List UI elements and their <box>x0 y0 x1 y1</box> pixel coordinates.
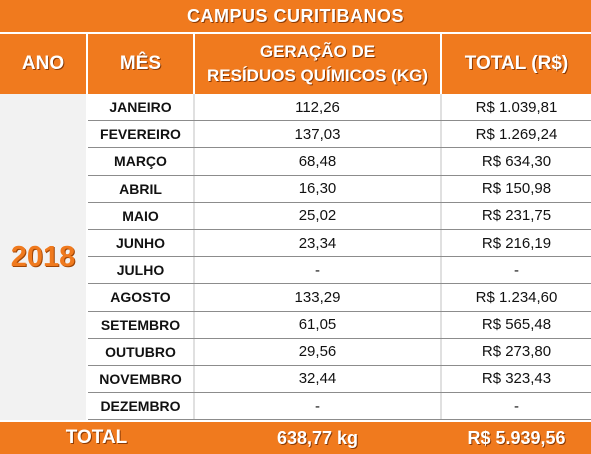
month-cell: DEZEMBRO <box>88 393 195 420</box>
table-row: ABRIL 16,30 R$ 150,98 <box>88 175 591 203</box>
header-geracao-line2: RESÍDUOS QUÍMICOS (KG) <box>206 66 428 85</box>
month-cell: AGOSTO <box>88 284 195 311</box>
month-cell: SETEMBRO <box>88 311 195 338</box>
table-title: CAMPUS CURITIBANOS <box>0 0 591 34</box>
table-row: JULHO - - <box>88 257 591 285</box>
valor-cell: R$ 323,43 <box>481 370 552 388</box>
month-cell: NOVEMBRO <box>88 365 195 393</box>
kg-cell: - <box>195 393 442 420</box>
valor-cell: R$ 565,48 <box>481 316 552 334</box>
valor-cell: R$ 216,19 <box>481 234 552 252</box>
kg-cell: 133,29 <box>195 284 442 311</box>
table-row: MARÇO 68,48 R$ 634,30 <box>88 148 591 176</box>
month-cell: JANEIRO <box>88 94 195 121</box>
year-cell: 2018 <box>0 94 86 420</box>
header-mes: MÊS <box>119 53 162 74</box>
month-cell: ABRIL <box>88 175 195 202</box>
kg-cell: 32,44 <box>195 365 442 393</box>
table-row: FEVEREIRO 137,03 R$ 1.269,24 <box>88 121 591 149</box>
kg-cell: 68,48 <box>195 148 442 175</box>
month-cell: OUTUBRO <box>88 338 195 366</box>
month-cell: JUNHO <box>88 229 195 257</box>
kg-cell: 25,02 <box>195 202 442 230</box>
month-cell: FEVEREIRO <box>88 121 195 148</box>
table-row: JANEIRO 112,26 R$ 1.039,81 <box>88 94 591 122</box>
header-ano: ANO <box>21 53 65 74</box>
total-kg: 638,77 kg <box>276 427 359 448</box>
valor-cell: R$ 1.039,81 <box>475 98 558 116</box>
kg-cell: 137,03 <box>195 121 442 148</box>
valor-cell: R$ 231,75 <box>481 207 552 225</box>
valor-cell: R$ 634,30 <box>481 152 552 170</box>
total-valor: R$ 5.939,56 <box>467 427 566 448</box>
valor-cell: R$ 1.269,24 <box>475 125 558 143</box>
table-row: NOVEMBRO 32,44 R$ 323,43 <box>88 365 591 394</box>
total-label: TOTAL <box>65 427 128 448</box>
month-cell: MARÇO <box>88 148 195 175</box>
table-row: AGOSTO 133,29 R$ 1.234,60 <box>88 284 591 312</box>
kg-cell: 23,34 <box>195 229 442 257</box>
table-row: DEZEMBRO - - <box>88 393 591 421</box>
table-row: MAIO 25,02 R$ 231,75 <box>88 202 591 230</box>
valor-cell: R$ 1.234,60 <box>475 288 558 306</box>
table-row: OUTUBRO 29,56 R$ 273,80 <box>88 338 591 366</box>
header-row: ANO MÊS GERAÇÃO DE RESÍDUOS QUÍMICOS (KG… <box>0 34 591 94</box>
table-row: SETEMBRO 61,05 R$ 565,48 <box>88 311 591 339</box>
valor-cell: R$ 150,98 <box>481 180 552 198</box>
header-geracao: GERAÇÃO DE RESÍDUOS QUÍMICOS (KG) <box>195 34 440 94</box>
table-row: JUNHO 23,34 R$ 216,19 <box>88 229 591 258</box>
table-body: JANEIRO 112,26 R$ 1.039,81 FEVEREIRO 137,03 R… <box>88 94 591 421</box>
kg-cell: 29,56 <box>195 338 442 366</box>
valor-cell: - <box>514 261 519 279</box>
valor-cell: R$ 273,80 <box>481 343 552 361</box>
kg-cell: - <box>195 257 442 284</box>
column-divider <box>86 34 88 454</box>
header-total: TOTAL (R$) <box>464 53 569 74</box>
year-label: 2018 <box>10 240 76 273</box>
kg-cell: 112,26 <box>195 94 442 121</box>
valor-cell: - <box>514 397 519 415</box>
kg-cell: 61,05 <box>195 311 442 338</box>
month-cell: MAIO <box>88 202 195 230</box>
kg-cell: 16,30 <box>195 175 442 202</box>
total-row: TOTAL 638,77 kg R$ 5.939,56 <box>0 420 591 454</box>
header-geracao-line1: GERAÇÃO DE <box>259 42 376 61</box>
month-cell: JULHO <box>88 257 195 284</box>
